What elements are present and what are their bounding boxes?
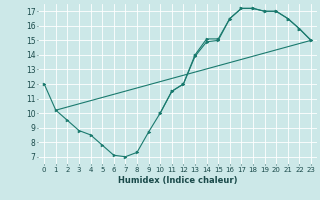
X-axis label: Humidex (Indice chaleur): Humidex (Indice chaleur) — [118, 176, 237, 185]
